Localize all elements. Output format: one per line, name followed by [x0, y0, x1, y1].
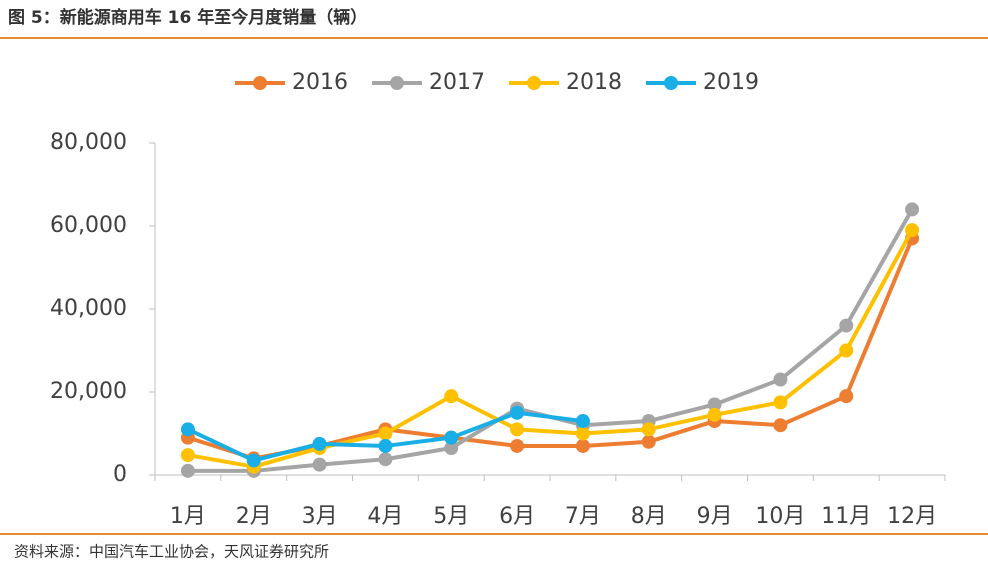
x-tick-label: 5月 [433, 504, 469, 529]
legend-marker [527, 76, 541, 90]
x-tick-label: 4月 [367, 504, 403, 529]
point [641, 434, 656, 449]
point [510, 405, 525, 420]
series-line [187, 229, 914, 469]
x-tick-label: 1月 [170, 504, 206, 529]
point [180, 463, 195, 478]
x-tick-label: 6月 [499, 504, 535, 529]
y-tick-label: 60,000 [50, 213, 127, 238]
point [510, 422, 525, 437]
point [180, 422, 195, 437]
chart-title: 图 5：新能源商用车 16 年至今月度销量（辆） [8, 7, 367, 28]
point [180, 448, 195, 463]
point [575, 426, 590, 441]
legend-marker [390, 76, 404, 90]
y-tick-label: 20,000 [50, 379, 127, 404]
x-tick-label: 3月 [302, 504, 338, 529]
point [839, 318, 854, 333]
legend-marker [664, 76, 678, 90]
point [444, 430, 459, 445]
point [312, 436, 327, 451]
point [707, 407, 722, 422]
point [246, 453, 261, 468]
x-tick-label: 8月 [631, 504, 667, 529]
y-tick-label: 40,000 [50, 296, 127, 321]
point [378, 438, 393, 453]
y-tick-label: 0 [113, 462, 127, 487]
legend-label: 2017 [429, 70, 485, 95]
x-tick-label: 11月 [821, 504, 871, 529]
point [773, 418, 788, 433]
point [575, 438, 590, 453]
point [839, 389, 854, 404]
x-tick-label: 2月 [236, 504, 272, 529]
x-tick-label: 7月 [565, 504, 601, 529]
source-note: 资料来源：中国汽车工业协会，天风证券研究所 [14, 543, 329, 561]
point [839, 343, 854, 358]
series-line [187, 237, 914, 461]
legend-label: 2016 [292, 70, 348, 95]
point [773, 372, 788, 387]
point [378, 452, 393, 467]
point [378, 426, 393, 441]
x-tick-label: 12月 [887, 504, 937, 529]
x-tick-label: 10月 [755, 504, 805, 529]
legend-label: 2018 [566, 70, 622, 95]
y-tick-label: 80,000 [50, 130, 127, 155]
point [312, 457, 327, 472]
point [575, 414, 590, 429]
x-tick-label: 9月 [697, 504, 733, 529]
point [773, 395, 788, 410]
legend-marker [253, 76, 267, 90]
point [905, 223, 920, 238]
point [905, 202, 920, 217]
point [444, 441, 459, 456]
point [641, 422, 656, 437]
point [707, 397, 722, 412]
point [510, 438, 525, 453]
legend-label: 2019 [703, 70, 759, 95]
point [444, 389, 459, 404]
